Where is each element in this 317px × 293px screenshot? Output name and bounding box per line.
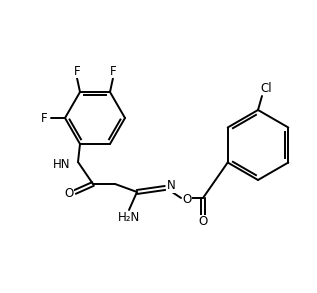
- Text: N: N: [167, 180, 175, 193]
- Text: H₂N: H₂N: [118, 212, 140, 224]
- Text: O: O: [182, 193, 191, 207]
- Text: Cl: Cl: [260, 81, 272, 95]
- Text: F: F: [41, 112, 47, 125]
- Text: O: O: [198, 215, 208, 229]
- Text: F: F: [74, 64, 80, 78]
- Text: O: O: [64, 188, 74, 200]
- Text: HN: HN: [53, 159, 70, 171]
- Text: F: F: [110, 64, 116, 78]
